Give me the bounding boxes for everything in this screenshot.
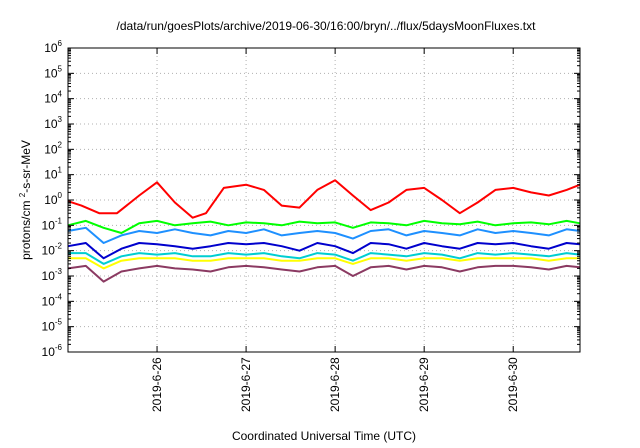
- y-tick-exponent: 1: [58, 166, 63, 175]
- y-tick-base: 10: [42, 345, 56, 359]
- y-tick-base: 10: [42, 269, 56, 283]
- y-tick-base: 10: [44, 142, 58, 156]
- y-tick-label: 10-5: [42, 318, 63, 334]
- y-tick-label: 105: [44, 64, 62, 80]
- y-tick-base: 10: [42, 244, 56, 258]
- y-tick-exponent: -5: [55, 318, 63, 327]
- y-tick-exponent: -4: [55, 292, 63, 301]
- x-axis-ticks: 2019-6-26 2019-6-27 2019-6-28 2019-6-29 2019…: [150, 48, 520, 412]
- y-axis-ticks: 10-610-510-410-310-210-11001011021031041…: [42, 39, 580, 359]
- series-line-3: [67, 242, 581, 260]
- y-tick-base: 10: [44, 117, 58, 131]
- chart-title: /data/run/goesPlots/archive/2019-06-30/1…: [117, 19, 537, 33]
- y-axis-label-text: protons/cm: [19, 201, 33, 260]
- y-tick-label: 102: [44, 140, 62, 156]
- series-line-4: [68, 252, 581, 265]
- y-tick-exponent: 4: [58, 90, 63, 99]
- y-tick-base: 10: [44, 193, 58, 207]
- y-tick-base: 10: [42, 320, 56, 334]
- y-tick-exponent: 5: [58, 64, 63, 73]
- y-tick-exponent: -3: [55, 267, 63, 276]
- series-line-6: [67, 264, 581, 283]
- x-tick-label: 2019-6-26: [150, 357, 164, 412]
- series-line-0: [67, 179, 581, 219]
- y-tick-base: 10: [44, 41, 58, 55]
- y-tick-label: 100: [44, 191, 62, 207]
- y-tick-base: 10: [44, 66, 58, 80]
- y-tick-exponent: 3: [58, 115, 63, 124]
- series-line-5: [68, 257, 580, 270]
- y-tick-base: 10: [42, 218, 56, 232]
- y-tick-base: 10: [42, 294, 56, 308]
- y-label-rest: -s-sr-MeV: [19, 140, 33, 193]
- y-tick-exponent: -6: [55, 343, 63, 352]
- x-tick-label: 2019-6-28: [328, 357, 342, 412]
- x-tick-label: 2019-6-29: [417, 357, 431, 412]
- y-tick-label: 10-3: [42, 267, 63, 283]
- x-tick-label: 2019-6-30: [506, 357, 520, 412]
- y-tick-label: 10-4: [42, 292, 63, 308]
- series-line-2: [67, 226, 581, 244]
- y-tick-label: 104: [44, 90, 62, 106]
- y-tick-exponent: 6: [58, 39, 63, 48]
- y-tick-label: 106: [44, 39, 62, 55]
- y-tick-exponent: -2: [55, 242, 63, 251]
- y-label-superscript: 2: [18, 192, 27, 197]
- y-tick-label: 103: [44, 115, 62, 131]
- y-tick-label: 10-1: [42, 216, 63, 232]
- y-tick-exponent: -1: [55, 216, 63, 225]
- y-tick-exponent: 2: [58, 140, 63, 149]
- y-tick-base: 10: [44, 168, 58, 182]
- y-tick-exponent: 0: [58, 191, 63, 200]
- x-axis-label: Coordinated Universal Time (UTC): [232, 429, 416, 443]
- grid: [68, 48, 580, 352]
- series-group: [67, 179, 581, 283]
- y-tick-base: 10: [44, 92, 58, 106]
- y-tick-label: 101: [44, 166, 62, 182]
- y-tick-label: 10-6: [42, 343, 63, 359]
- series-line-1: [67, 219, 581, 234]
- x-tick-label: 2019-6-27: [239, 357, 253, 412]
- y-axis-label: protons/cm 2-s-sr-MeV: [18, 140, 33, 260]
- y-tick-label: 10-2: [42, 242, 63, 258]
